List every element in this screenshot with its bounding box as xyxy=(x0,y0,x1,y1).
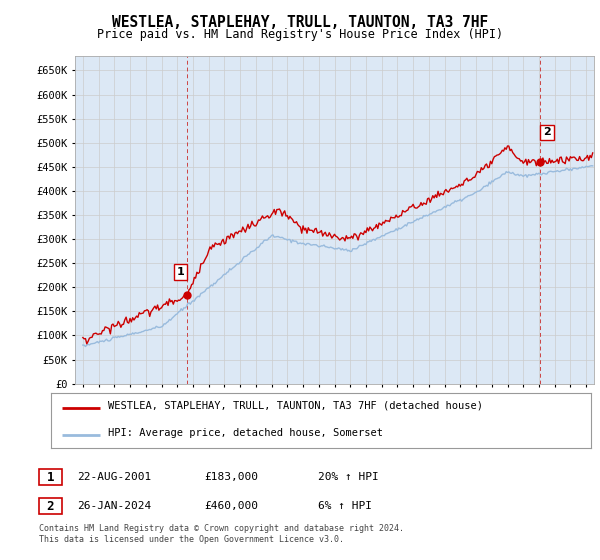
Text: 1: 1 xyxy=(47,470,54,484)
Text: Price paid vs. HM Land Registry's House Price Index (HPI): Price paid vs. HM Land Registry's House … xyxy=(97,28,503,41)
Text: 20% ↑ HPI: 20% ↑ HPI xyxy=(318,472,379,482)
Text: HPI: Average price, detached house, Somerset: HPI: Average price, detached house, Some… xyxy=(108,428,383,438)
Text: 22-AUG-2001: 22-AUG-2001 xyxy=(77,472,151,482)
Text: 2: 2 xyxy=(47,500,54,513)
Text: 1: 1 xyxy=(176,267,184,277)
Text: 6% ↑ HPI: 6% ↑ HPI xyxy=(318,501,372,511)
Text: £460,000: £460,000 xyxy=(204,501,258,511)
Text: 26-JAN-2024: 26-JAN-2024 xyxy=(77,501,151,511)
Text: £183,000: £183,000 xyxy=(204,472,258,482)
Text: 2: 2 xyxy=(543,128,551,138)
Text: Contains HM Land Registry data © Crown copyright and database right 2024.: Contains HM Land Registry data © Crown c… xyxy=(39,524,404,533)
Text: This data is licensed under the Open Government Licence v3.0.: This data is licensed under the Open Gov… xyxy=(39,535,344,544)
Text: WESTLEA, STAPLEHAY, TRULL, TAUNTON, TA3 7HF (detached house): WESTLEA, STAPLEHAY, TRULL, TAUNTON, TA3 … xyxy=(108,401,482,410)
Text: WESTLEA, STAPLEHAY, TRULL, TAUNTON, TA3 7HF: WESTLEA, STAPLEHAY, TRULL, TAUNTON, TA3 … xyxy=(112,15,488,30)
